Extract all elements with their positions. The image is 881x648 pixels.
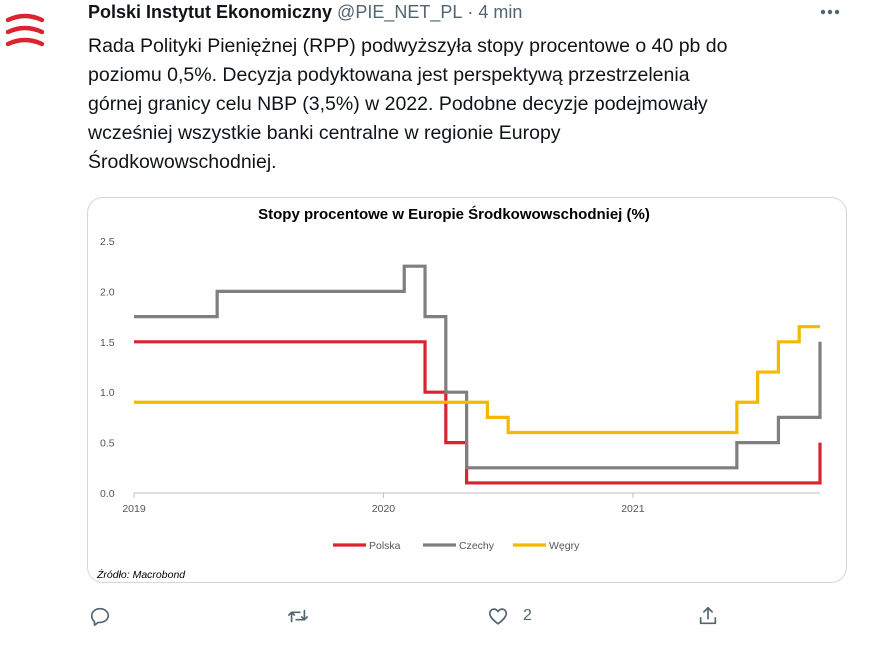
x-tick-label: 2019 [122,503,146,515]
tweet-text-line: Rada Polityki Pieniężnej (RPP) podwyższy… [88,35,728,57]
pie-logo-avatar[interactable] [6,8,44,58]
series-line-polska [134,340,822,485]
y-tick-label: 0.5 [100,438,115,450]
legend-label: Polska [369,540,401,552]
share-icon [699,606,717,625]
heart-icon [488,608,508,625]
share-button[interactable] [697,602,719,630]
author-name[interactable]: Polski Instytut Ekonomiczny [88,1,333,22]
tweet-media-chart[interactable]: Stopy procentowe w Europie Środkowowscho… [87,197,847,583]
tweet-text-line: górnej granicy celu NBP (3,5%) w 2022. P… [88,93,708,115]
separator-dot: · [467,1,474,22]
interest-rate-chart: Stopy procentowe w Europie Środkowowscho… [96,205,822,581]
y-tick-label: 0.0 [100,488,115,500]
tweet-header: Polski Instytut Ekonomiczny @PIE_NET_PL … [88,0,522,24]
series-line-czechy [134,264,822,470]
like-count: 2 [523,607,532,624]
y-tick-label: 1.0 [100,387,115,399]
more-options-icon[interactable] [814,2,846,22]
retweet-button[interactable] [287,602,309,630]
x-tick-label: 2020 [372,503,396,515]
chart-title: Stopy procentowe w Europie Środkowowscho… [258,205,650,223]
chart-source: Źródło: Macrobond [96,568,186,581]
retweet-icon [288,609,308,623]
tweet-text-line: Środkowowschodniej. [88,151,277,173]
tweet-text-line: poziomu 0,5%. Decyzja podyktowana jest p… [88,64,690,86]
reply-button[interactable] [89,602,111,630]
legend-label: Czechy [459,540,495,552]
like-button[interactable]: 2 [487,602,532,630]
x-tick-label: 2021 [621,503,645,515]
series-line-wgry [134,325,820,435]
legend-label: Węgry [549,540,580,552]
tweet-text: Rada Polityki Pieniężnej (RPP) podwyższy… [88,32,828,177]
y-tick-label: 2.5 [100,236,115,248]
tweet-timestamp[interactable]: 4 min [478,1,523,22]
tweet-text-line: wcześniej wszystkie banki centralne w re… [88,122,561,144]
tweet-actions: 2 [0,598,881,634]
y-tick-label: 2.0 [100,286,115,298]
reply-icon [90,607,110,626]
y-tick-label: 1.5 [100,337,115,349]
author-handle[interactable]: @PIE_NET_PL [337,1,463,22]
